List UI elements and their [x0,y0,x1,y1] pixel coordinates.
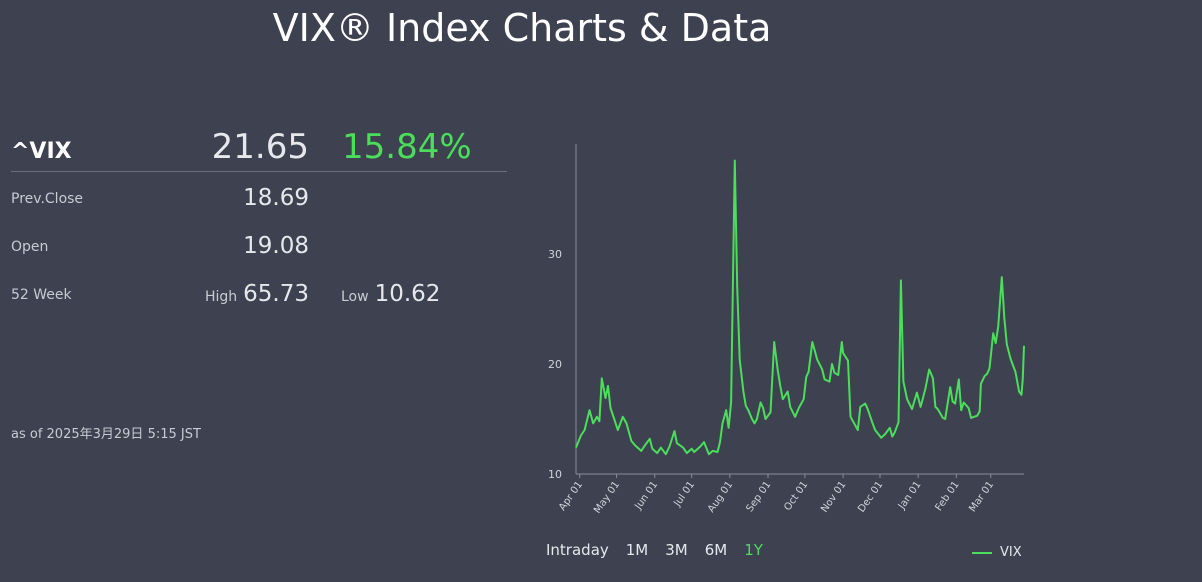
open-value: 19.08 [243,233,309,259]
prev-close-row: Prev.Close 18.69 [11,172,507,220]
range-intraday-button[interactable]: Intraday [546,541,609,559]
week52-row: 52 Week High 65.73 Low 10.62 [11,268,507,316]
quote-panel: ^VIX 21.65 15.84% Prev.Close 18.69 Open … [11,125,507,316]
y-tick-label: 10 [548,468,562,481]
low-value: 10.62 [374,281,441,307]
x-tick-label: Dec 01 [856,479,885,514]
week52-low: Low 10.62 [341,281,440,307]
x-tick-label: Aug 01 [706,479,735,514]
range-1y-button[interactable]: 1Y [744,541,763,559]
prev-close-label: Prev.Close [11,191,84,207]
y-tick-label: 20 [548,358,562,371]
range-3m-button[interactable]: 3M [665,541,688,559]
vix-line-chart: 10 20 30 Apr 01 May 01 Jun 01 Jul 01 Aug 01 Sep … [548,144,1025,516]
last-price: 21.65 [211,127,309,167]
week52-high: High 65.73 [205,281,309,307]
y-tick-label: 30 [548,248,562,261]
x-tick-label: Jun 01 [633,479,661,512]
high-value: 65.73 [243,281,309,307]
quote-header: ^VIX 21.65 15.84% [11,125,507,172]
x-tick-label: Jul 01 [672,479,698,509]
low-label: Low [341,289,369,305]
legend-swatch [972,551,992,554]
as-of-timestamp: as of 2025年3月29日 5:15 JST [11,427,201,442]
open-label: Open [11,239,49,255]
x-tick-label: Feb 01 [933,479,961,513]
percent-change: 15.84% [342,127,472,167]
prev-close-value: 18.69 [243,185,309,211]
chart-legend: VIX [972,545,1022,560]
series-line-vix [575,159,1025,456]
x-tick-label: Apr 01 [557,479,585,513]
page-title: VIX® Index Charts & Data [272,6,772,50]
range-selector: Intraday 1M 3M 6M 1Y [546,541,780,559]
x-tick-label: Jan 01 [896,479,924,512]
range-6m-button[interactable]: 6M [704,541,728,559]
legend-label: VIX [1000,545,1022,560]
high-label: High [204,289,238,305]
x-tick-label: Oct 01 [782,479,810,513]
range-1m-button[interactable]: 1M [625,541,649,559]
x-tick-label: Sep 01 [745,479,774,514]
open-row: Open 19.08 [11,220,507,268]
ticker-symbol: ^VIX [11,139,72,164]
x-tick-label: Nov 01 [819,479,848,514]
x-tick-label: Mar 01 [967,479,996,514]
week52-label: 52 Week [11,287,72,303]
x-tick-label: May 01 [592,479,622,515]
